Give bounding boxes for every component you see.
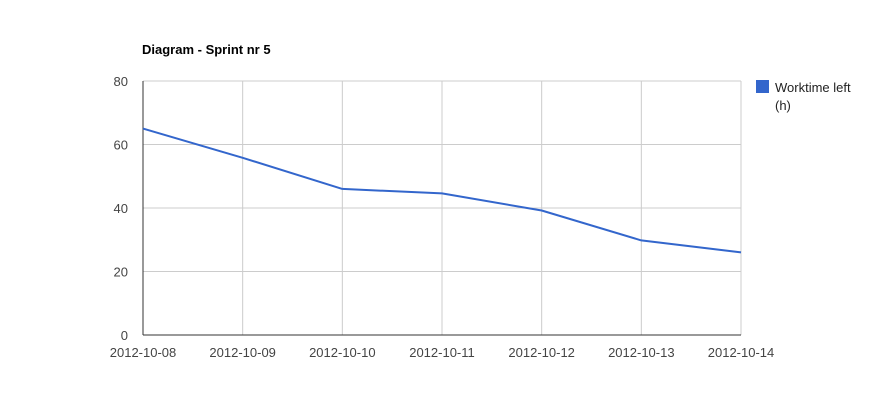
x-tick-label: 2012-10-13 bbox=[608, 345, 675, 360]
x-axis-tick-labels: 2012-10-08 2012-10-09 2012-10-10 2012-10-11… bbox=[110, 345, 775, 360]
axes bbox=[142, 81, 741, 336]
x-tick-label: 2012-10-14 bbox=[708, 345, 775, 360]
series-line bbox=[142, 127, 742, 254]
y-tick-label: 80 bbox=[114, 74, 128, 89]
legend[interactable]: Worktime left (h) bbox=[756, 80, 851, 113]
y-tick-label: 0 bbox=[121, 328, 128, 343]
legend-label-line-1: Worktime left bbox=[775, 80, 851, 95]
chart-title: Diagram - Sprint nr 5 bbox=[142, 42, 271, 57]
y-axis-tick-labels: 0 20 40 60 80 bbox=[114, 74, 128, 343]
gridlines bbox=[143, 80, 742, 335]
x-tick-label: 2012-10-10 bbox=[309, 345, 376, 360]
series-lines bbox=[142, 127, 742, 254]
y-tick-label: 20 bbox=[114, 265, 128, 280]
x-tick-label: 2012-10-12 bbox=[508, 345, 575, 360]
x-tick-label: 2012-10-11 bbox=[409, 345, 475, 360]
legend-label-line-2: (h) bbox=[775, 98, 791, 113]
y-tick-label: 40 bbox=[114, 201, 128, 216]
x-tick-label: 2012-10-08 bbox=[110, 345, 177, 360]
legend-swatch bbox=[756, 80, 769, 93]
y-tick-label: 60 bbox=[114, 138, 128, 153]
x-tick-label: 2012-10-09 bbox=[209, 345, 276, 360]
